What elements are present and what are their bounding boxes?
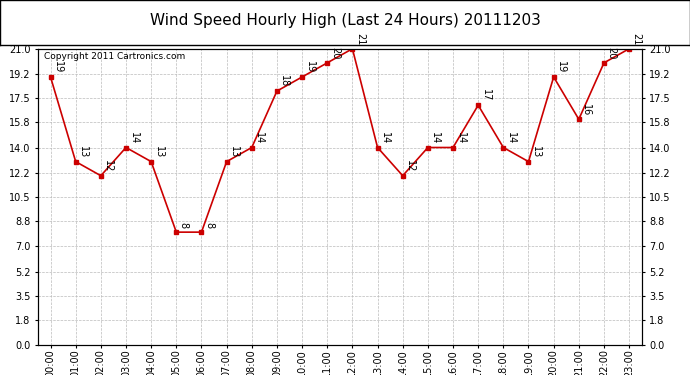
Text: Copyright 2011 Cartronics.com: Copyright 2011 Cartronics.com <box>44 52 185 61</box>
Text: 14: 14 <box>380 132 390 144</box>
Text: 16: 16 <box>581 104 591 116</box>
Text: 12: 12 <box>104 160 113 172</box>
Text: Wind Speed Hourly High (Last 24 Hours) 20111203: Wind Speed Hourly High (Last 24 Hours) 2… <box>150 13 540 28</box>
Text: 12: 12 <box>405 160 415 172</box>
Text: 21: 21 <box>631 33 642 45</box>
Text: 14: 14 <box>506 132 516 144</box>
Text: 14: 14 <box>431 132 440 144</box>
Text: 20: 20 <box>607 47 616 59</box>
Text: 14: 14 <box>255 132 264 144</box>
Text: 18: 18 <box>279 75 289 87</box>
Text: 13: 13 <box>229 146 239 158</box>
Text: 19: 19 <box>304 61 315 74</box>
Text: 19: 19 <box>556 61 566 74</box>
Text: 13: 13 <box>154 146 164 158</box>
Text: 13: 13 <box>78 146 88 158</box>
Text: 20: 20 <box>330 47 339 59</box>
Text: 13: 13 <box>531 146 541 158</box>
Text: 14: 14 <box>128 132 139 144</box>
Text: 21: 21 <box>355 33 365 45</box>
Text: 19: 19 <box>53 61 63 74</box>
Text: 8: 8 <box>204 222 214 229</box>
Text: 17: 17 <box>481 89 491 102</box>
Text: 8: 8 <box>179 222 189 229</box>
Text: 14: 14 <box>455 132 466 144</box>
